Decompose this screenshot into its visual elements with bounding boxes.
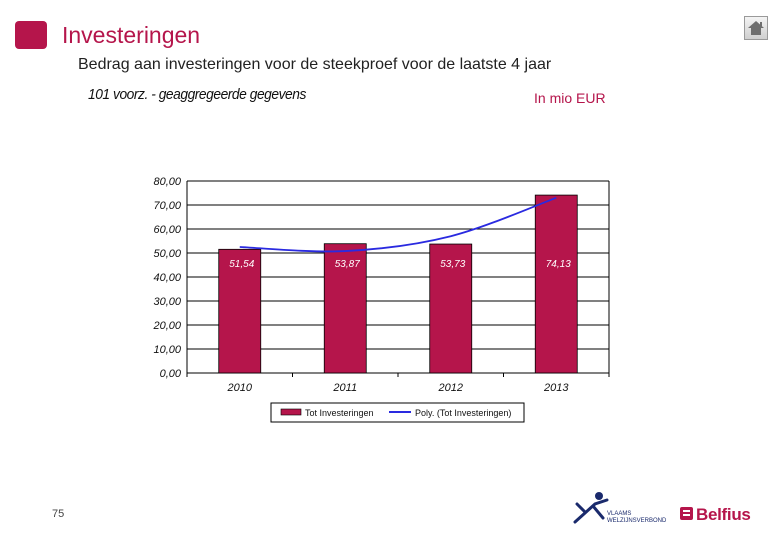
bar	[534, 194, 578, 374]
data-label: 74,13	[546, 259, 571, 270]
bar	[218, 248, 262, 374]
page-subtitle: Bedrag aan investeringen voor de steekpr…	[78, 56, 552, 73]
y-tick-label: 0,00	[160, 368, 182, 380]
y-tick-label: 50,00	[153, 248, 181, 260]
y-tick-label: 40,00	[153, 272, 181, 284]
page-number: 75	[52, 508, 65, 520]
legend: Tot Investeringen Poly. (Tot Investeringe…	[270, 402, 525, 423]
chart-heading: 101 voorz. - geaggregeerde gegevens	[88, 86, 306, 103]
legend-swatch-bars	[280, 408, 302, 416]
logo-left-line-1: VLAAMS	[607, 511, 631, 517]
x-tick-label: 2012	[438, 382, 463, 394]
y-tick-label: 20,00	[152, 320, 181, 332]
bar-layer	[218, 194, 578, 374]
logo-left-line-2: WELZIJNSVERBOND	[607, 518, 667, 524]
legend-label-bars: Tot Investeringen	[305, 408, 374, 418]
x-tick-label: 2013	[543, 382, 569, 394]
home-icon[interactable]	[744, 16, 768, 40]
y-tick-label: 70,00	[153, 200, 181, 212]
belfius-icon	[680, 507, 693, 520]
trend-line	[239, 196, 557, 253]
x-tick-label: 2010	[227, 382, 253, 394]
bar	[429, 243, 473, 374]
vlaams-welzijnsverbond-logo: VLAAMS WELZIJNSVERBOND	[573, 492, 667, 524]
bar	[323, 243, 367, 374]
title-bullet	[15, 21, 47, 49]
data-label: 53,87	[335, 259, 360, 270]
page-title: Investeringen	[62, 22, 201, 48]
data-label: 51,54	[229, 259, 254, 270]
label-layer: 2010 51,54 2011 53,87 2012 53,73 2013 74,13	[227, 259, 572, 394]
legend-label-trend: Poly. (Tot Investeringen)	[415, 408, 511, 418]
y-tick-label: 60,00	[153, 224, 181, 236]
data-label: 53,73	[440, 259, 465, 270]
x-tick-label: 2011	[332, 382, 357, 394]
unit-label: In mio EUR	[534, 90, 606, 106]
belfius-logo-text: Belfius	[696, 505, 751, 524]
y-tick-label: 30,00	[153, 296, 181, 308]
y-tick-label: 80,00	[153, 176, 181, 188]
y-tick-label: 10,00	[153, 344, 181, 356]
